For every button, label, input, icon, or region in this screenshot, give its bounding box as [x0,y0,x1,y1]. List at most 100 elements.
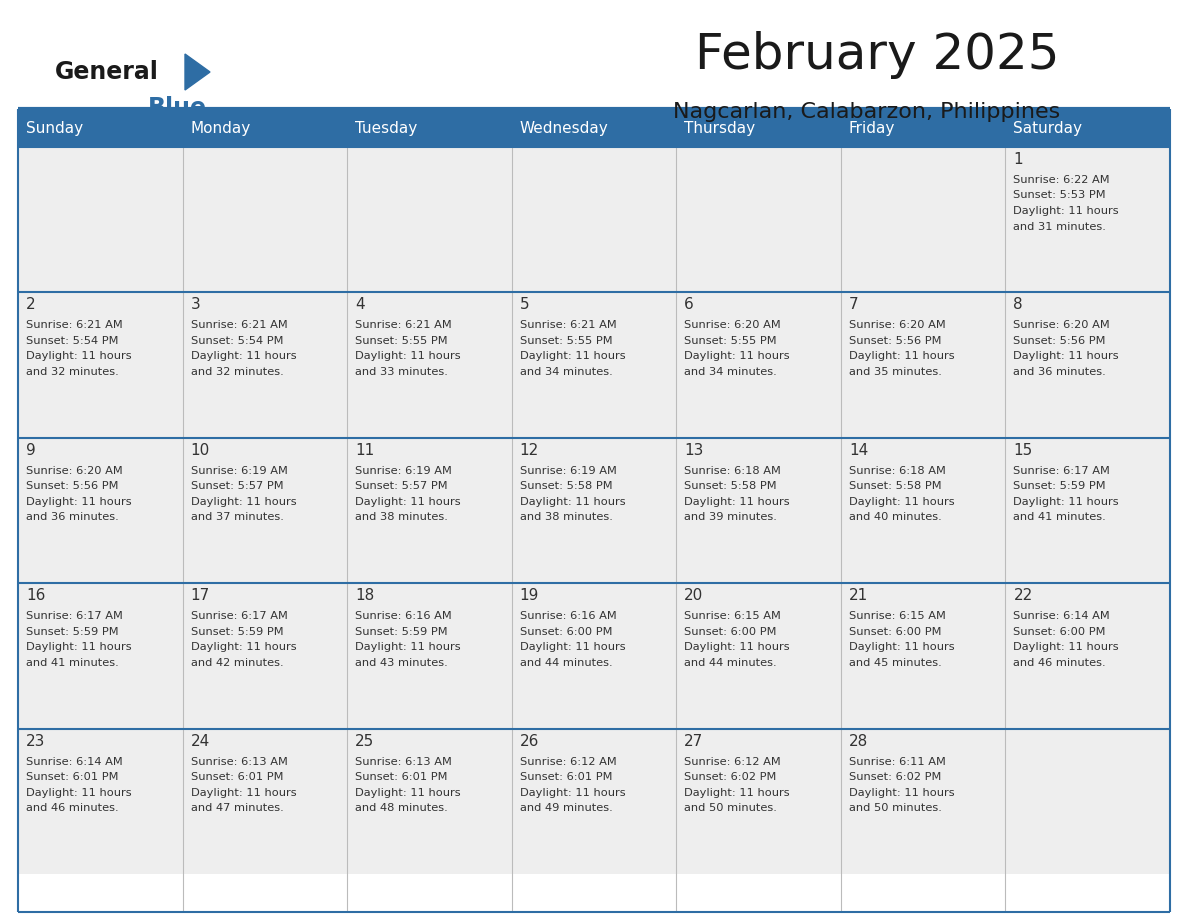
Text: Sunrise: 6:20 AM: Sunrise: 6:20 AM [26,465,122,476]
Bar [183,729,347,874]
Text: Daylight: 11 hours: Daylight: 11 hours [684,643,790,652]
Text: 14: 14 [849,442,868,458]
Text: Sunset: 5:59 PM: Sunset: 5:59 PM [190,627,283,637]
Text: Daylight: 11 hours: Daylight: 11 hours [355,352,461,362]
Text: Sunset: 5:59 PM: Sunset: 5:59 PM [26,627,119,637]
Text: 9: 9 [26,442,36,458]
Text: Daylight: 11 hours: Daylight: 11 hours [684,497,790,507]
Text: Daylight: 11 hours: Daylight: 11 hours [355,497,461,507]
Text: 19: 19 [519,588,539,603]
Bar [1005,293,1170,438]
Text: 15: 15 [1013,442,1032,458]
Text: and 38 minutes.: and 38 minutes. [355,512,448,522]
Text: Daylight: 11 hours: Daylight: 11 hours [1013,643,1119,652]
Text: 25: 25 [355,733,374,748]
Text: 7: 7 [849,297,859,312]
Bar [512,729,676,874]
Text: Sunrise: 6:17 AM: Sunrise: 6:17 AM [26,611,122,621]
Text: Sunrise: 6:19 AM: Sunrise: 6:19 AM [519,465,617,476]
Bar [18,109,1170,147]
Text: February 2025: February 2025 [695,31,1060,79]
Bar [841,438,1005,583]
Text: Sunrise: 6:18 AM: Sunrise: 6:18 AM [849,465,946,476]
Bar [347,729,512,874]
Text: Daylight: 11 hours: Daylight: 11 hours [26,497,132,507]
Text: and 45 minutes.: and 45 minutes. [849,657,942,667]
Text: Sunrise: 6:14 AM: Sunrise: 6:14 AM [1013,611,1110,621]
Text: and 34 minutes.: and 34 minutes. [519,367,613,377]
Text: and 46 minutes.: and 46 minutes. [1013,657,1106,667]
Bar [18,147,183,293]
Text: Sunset: 6:00 PM: Sunset: 6:00 PM [684,627,777,637]
Text: Sunset: 5:58 PM: Sunset: 5:58 PM [684,481,777,491]
Text: Daylight: 11 hours: Daylight: 11 hours [849,352,954,362]
Text: Sunrise: 6:17 AM: Sunrise: 6:17 AM [190,611,287,621]
Text: and 33 minutes.: and 33 minutes. [355,367,448,377]
Text: and 35 minutes.: and 35 minutes. [849,367,942,377]
Text: Sunrise: 6:17 AM: Sunrise: 6:17 AM [1013,465,1111,476]
Text: Sunset: 6:02 PM: Sunset: 6:02 PM [849,772,941,782]
Text: Sunrise: 6:20 AM: Sunrise: 6:20 AM [1013,320,1110,330]
Text: Sunrise: 6:21 AM: Sunrise: 6:21 AM [519,320,617,330]
Text: Sunday: Sunday [26,120,83,136]
Text: Sunrise: 6:14 AM: Sunrise: 6:14 AM [26,756,122,767]
Text: and 49 minutes.: and 49 minutes. [519,803,613,813]
Text: Daylight: 11 hours: Daylight: 11 hours [190,497,296,507]
Text: Sunset: 5:56 PM: Sunset: 5:56 PM [849,336,941,346]
Text: Sunrise: 6:13 AM: Sunrise: 6:13 AM [355,756,451,767]
Text: Sunset: 5:53 PM: Sunset: 5:53 PM [1013,191,1106,200]
Text: Nagcarlan, Calabarzon, Philippines: Nagcarlan, Calabarzon, Philippines [672,102,1060,122]
Bar [18,438,183,583]
Text: Daylight: 11 hours: Daylight: 11 hours [1013,497,1119,507]
Text: and 50 minutes.: and 50 minutes. [849,803,942,813]
Text: 24: 24 [190,733,210,748]
Text: Sunrise: 6:21 AM: Sunrise: 6:21 AM [355,320,451,330]
Text: Daylight: 11 hours: Daylight: 11 hours [519,643,625,652]
Text: and 44 minutes.: and 44 minutes. [519,657,612,667]
Text: and 50 minutes.: and 50 minutes. [684,803,777,813]
Text: 5: 5 [519,297,530,312]
Text: 27: 27 [684,733,703,748]
Text: 2: 2 [26,297,36,312]
Text: Sunset: 5:54 PM: Sunset: 5:54 PM [26,336,119,346]
Text: Monday: Monday [190,120,251,136]
Bar [1005,729,1170,874]
Bar [512,293,676,438]
Text: Sunrise: 6:15 AM: Sunrise: 6:15 AM [684,611,782,621]
Text: and 34 minutes.: and 34 minutes. [684,367,777,377]
Bar [183,583,347,729]
Text: Sunrise: 6:21 AM: Sunrise: 6:21 AM [26,320,122,330]
Text: and 42 minutes.: and 42 minutes. [190,657,283,667]
Text: 23: 23 [26,733,45,748]
Text: Sunset: 6:01 PM: Sunset: 6:01 PM [355,772,448,782]
Bar [347,293,512,438]
Text: 3: 3 [190,297,201,312]
Text: Daylight: 11 hours: Daylight: 11 hours [849,788,954,798]
Bar [841,583,1005,729]
Text: Sunset: 5:57 PM: Sunset: 5:57 PM [190,481,283,491]
Text: and 32 minutes.: and 32 minutes. [26,367,119,377]
Text: 11: 11 [355,442,374,458]
Text: Sunrise: 6:20 AM: Sunrise: 6:20 AM [684,320,781,330]
Text: Sunset: 5:55 PM: Sunset: 5:55 PM [684,336,777,346]
Text: 28: 28 [849,733,868,748]
Bar [1005,583,1170,729]
Bar [512,583,676,729]
Text: Sunset: 6:00 PM: Sunset: 6:00 PM [519,627,612,637]
Text: Daylight: 11 hours: Daylight: 11 hours [684,352,790,362]
Text: Sunset: 5:59 PM: Sunset: 5:59 PM [355,627,448,637]
Text: Sunrise: 6:19 AM: Sunrise: 6:19 AM [355,465,451,476]
Text: 1: 1 [1013,152,1023,167]
Text: Sunset: 5:59 PM: Sunset: 5:59 PM [1013,481,1106,491]
Text: Sunset: 6:01 PM: Sunset: 6:01 PM [26,772,119,782]
Bar [676,293,841,438]
Text: Sunset: 6:00 PM: Sunset: 6:00 PM [1013,627,1106,637]
Text: Daylight: 11 hours: Daylight: 11 hours [519,352,625,362]
Text: Sunrise: 6:18 AM: Sunrise: 6:18 AM [684,465,782,476]
Text: Thursday: Thursday [684,120,756,136]
Bar [183,438,347,583]
Bar [1005,438,1170,583]
Text: Saturday: Saturday [1013,120,1082,136]
Text: Daylight: 11 hours: Daylight: 11 hours [26,643,132,652]
Bar [841,147,1005,293]
